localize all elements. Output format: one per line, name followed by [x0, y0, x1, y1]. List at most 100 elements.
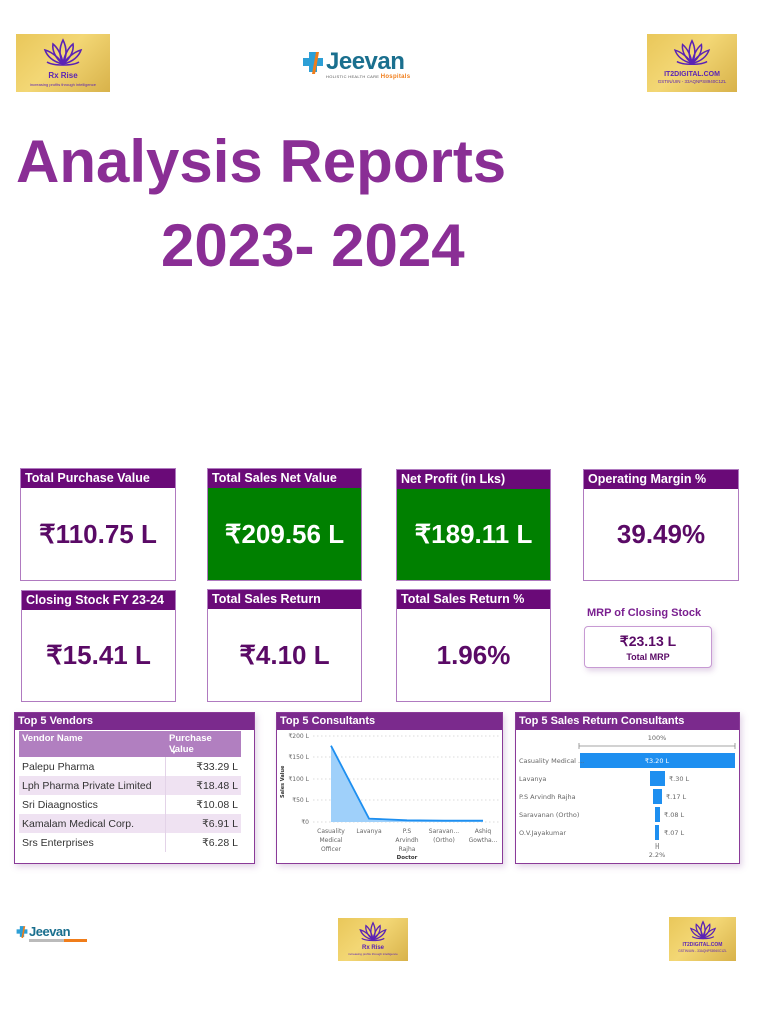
jeevan-tagline-text: HOLISTIC HEALTH CARE [326, 74, 380, 79]
consultants-area-chart[interactable]: ₹200 L ₹150 L ₹100 L ₹50 L ₹0 Sales Valu… [277, 730, 502, 863]
funnel-bottom-percent: 2.2% [649, 851, 666, 859]
lotus-icon [673, 39, 711, 66]
top-vendors-panel: Top 5 Vendors Vendor Name Purchase Value… [14, 712, 255, 864]
x-tick: Casuality [317, 828, 345, 835]
it2digital-logo: IT2DIGITAL.COM GSTIN/UIN - 33AQNPS8940C1… [647, 34, 737, 92]
funnel-category: Casuality Medical ... [519, 757, 584, 765]
x-tick: Rajha [399, 846, 416, 853]
kpi-value: 39.49% [616, 519, 706, 549]
y-tick: ₹100 L [288, 776, 309, 783]
purchase-value: ₹18.48 L [164, 776, 241, 795]
table-row[interactable]: Sri Diaagnostics ₹10.08 L [19, 795, 241, 814]
kpi-label: Total Sales Net Value [208, 469, 361, 488]
page-title-line1: Analysis Reports [16, 128, 507, 195]
y-axis-label: Sales Value [280, 765, 286, 798]
purchase-value: ₹10.08 L [164, 795, 241, 814]
lotus-icon [359, 921, 387, 942]
mrp-card: ₹23.13 L Total MRP [584, 626, 712, 668]
kpi-label: Net Profit (in Lks) [397, 470, 550, 489]
panel-title: Top 5 Sales Return Consultants [516, 713, 739, 730]
footer-it2digital-name: IT2DIGITAL.COM [682, 942, 723, 948]
x-tick: Gowtha... [469, 837, 498, 844]
vendor-name: Sri Diaagnostics [22, 798, 98, 811]
footer-jeevan-logo: Jeevan [16, 925, 87, 942]
footer-jeevan-name: Jeevan [29, 924, 71, 939]
kpi-value: ₹209.56 L [208, 488, 361, 580]
vendor-name: Palepu Pharma [22, 760, 95, 773]
column-header-label: Purchase Value [169, 733, 212, 755]
kpi-label: Closing Stock FY 23-24 [22, 591, 175, 610]
column-header-vendor-name[interactable]: Vendor Name [19, 731, 165, 757]
footer-it2digital-logo: IT2DIGITAL.COM GSTIN/UIN - 33AQNPS8940C1… [669, 917, 736, 961]
funnel-value: ₹.17 L [666, 793, 687, 801]
rx-rise-name: Rx Rise [48, 71, 78, 80]
kpi-label: Operating Margin % [584, 470, 738, 489]
y-tick: ₹200 L [288, 733, 309, 740]
kpi-closing-stock: Closing Stock FY 23-24 ₹15.41 L [21, 590, 176, 702]
kpi-value: ₹189.11 L [397, 489, 550, 580]
kpi-total-purchase-value: Total Purchase Value ₹110.75 L [20, 468, 176, 581]
vendor-name: Lph Pharma Private Limited [19, 776, 165, 795]
kpi-total-sales-net-value: Total Sales Net Value ₹209.56 L [207, 468, 362, 581]
kpi-total-sales-return-pct: Total Sales Return % 1.96% [396, 589, 551, 702]
funnel-category: Saravanan (Ortho) [519, 811, 579, 819]
funnel-value: ₹3.20 L [645, 757, 670, 765]
kpi-label: Total Sales Return [208, 590, 361, 609]
x-tick: Officer [321, 846, 342, 853]
x-tick: Ashiq [475, 828, 492, 835]
kpi-value: ₹15.41 L [46, 640, 151, 670]
table-row[interactable]: Srs Enterprises ₹6.28 L [19, 833, 241, 852]
mrp-title: MRP of Closing Stock [587, 607, 702, 619]
kpi-value: 1.96% [436, 639, 511, 670]
kpi-operating-margin: Operating Margin % 39.49% [583, 469, 739, 581]
x-tick: Arvindh [395, 837, 418, 844]
funnel-top-percent: 100% [648, 734, 667, 742]
table-row[interactable]: Lph Pharma Private Limited ₹18.48 L [19, 776, 241, 795]
footer-rx-rise-name: Rx Rise [361, 945, 384, 951]
medical-cross-icon [16, 926, 28, 938]
kpi-value: ₹110.75 L [39, 518, 157, 549]
page-title-line2: 2023- 2024 [161, 212, 465, 279]
jeevan-name: Jeevan [326, 48, 405, 75]
sort-desc-icon[interactable]: ▼ [171, 750, 177, 756]
x-tick: P.S [403, 828, 412, 835]
y-tick: ₹0 [301, 819, 309, 826]
y-tick: ₹150 L [288, 754, 309, 761]
rx-rise-tagline: increasing profits through intelligence [29, 82, 97, 87]
kpi-net-profit: Net Profit (in Lks) ₹189.11 L [396, 469, 551, 581]
y-tick: ₹50 L [292, 797, 309, 804]
vendor-name: Srs Enterprises [22, 836, 94, 849]
table-row[interactable]: Kamalam Medical Corp. ₹6.91 L [19, 814, 241, 833]
panel-title: Top 5 Vendors [15, 713, 254, 730]
medical-cross-icon [303, 52, 323, 74]
funnel-value: ₹.07 L [664, 829, 685, 837]
kpi-total-sales-return: Total Sales Return ₹4.10 L [207, 589, 362, 702]
rx-rise-logo: Rx Rise increasing profits through intel… [16, 34, 110, 92]
kpi-value: ₹4.10 L [239, 639, 330, 670]
x-tick: (Ortho) [433, 837, 455, 844]
purchase-value: ₹6.91 L [164, 814, 241, 833]
lotus-icon [43, 38, 83, 66]
jeevan-hospitals-text: Hospitals [380, 74, 411, 80]
jeevan-logo: Jeevan HOLISTIC HEALTH CARE Hospitals [302, 50, 410, 80]
kpi-label: Total Sales Return % [397, 590, 550, 609]
x-tick: Lavanya [356, 828, 382, 835]
funnel-category: P.S Arvindh Rajha [519, 793, 576, 801]
footer-it2digital-gstin: GSTIN/UIN - 33AQNPS8940C1ZL [678, 949, 727, 953]
funnel-value: ₹.08 L [664, 811, 685, 819]
lotus-icon [689, 920, 716, 940]
x-tick: Saravan... [429, 828, 459, 835]
funnel-category: Lavanya [519, 775, 546, 783]
sales-return-consultants-panel: Top 5 Sales Return Consultants 100% Casu… [515, 712, 740, 864]
footer-rx-rise-logo: Rx Rise increasing profits through intel… [338, 918, 408, 961]
kpi-label: Total Purchase Value [21, 469, 175, 488]
mrp-value: ₹23.13 L [619, 632, 677, 649]
table-row[interactable]: Palepu Pharma ₹33.29 L [19, 757, 241, 776]
sales-return-funnel-chart[interactable]: 100% Casuality Medical ... ₹3.20 L Lavan… [516, 730, 739, 863]
top-consultants-panel: Top 5 Consultants ₹200 L ₹150 L ₹100 L ₹… [276, 712, 503, 864]
column-header-purchase-value[interactable]: Purchase Value ▼ [165, 731, 241, 757]
purchase-value: ₹6.28 L [164, 833, 241, 852]
funnel-value: ₹.30 L [669, 775, 690, 783]
it2digital-gstin: GSTIN/UIN - 33AQNPS8940C1ZL [657, 79, 727, 84]
purchase-value: ₹33.29 L [164, 757, 241, 776]
